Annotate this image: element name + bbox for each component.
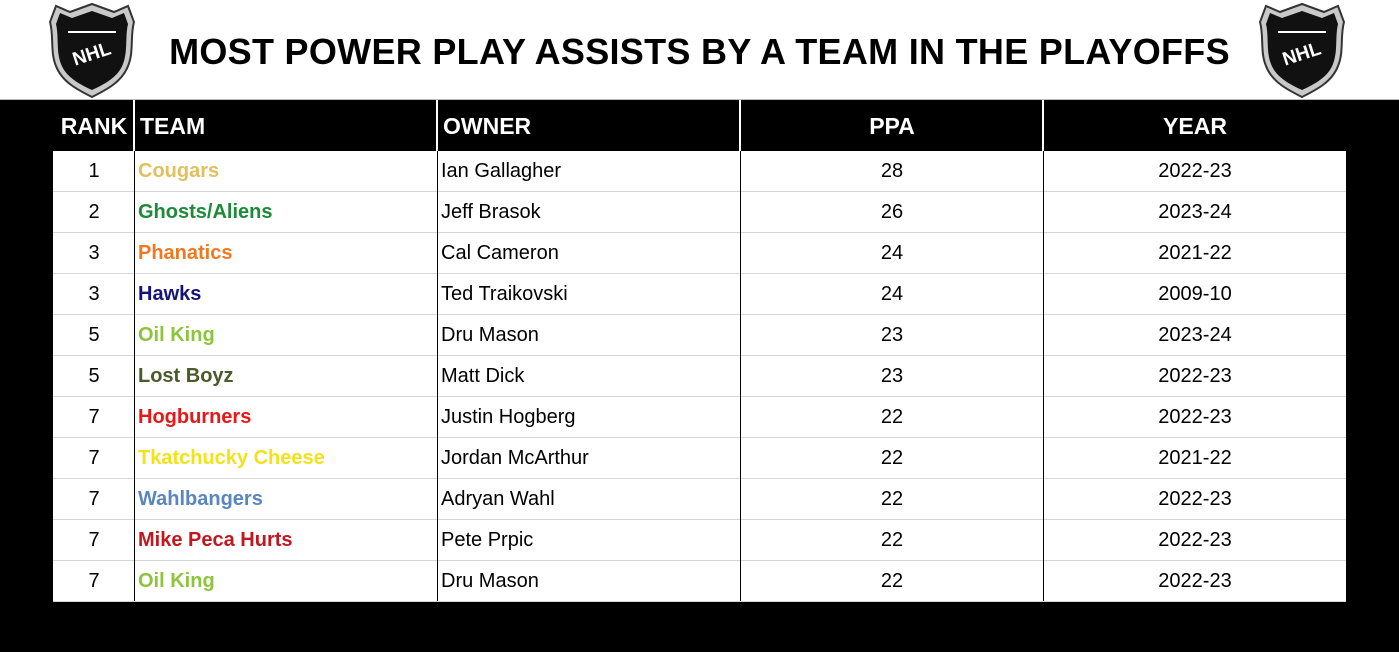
column-header-rank: RANK: [60, 113, 128, 139]
table-row: 1 Cougars Ian Gallagher 28 2022-23: [53, 151, 1346, 192]
table-row: 5 Lost Boyz Matt Dick 23 2022-23: [53, 356, 1346, 397]
owner-cell: Cal Cameron: [441, 242, 559, 264]
nhl-logo-icon: NHL: [48, 0, 136, 100]
year-cell: 2021-22: [1158, 242, 1232, 264]
column-header-year: YEAR: [1163, 113, 1227, 139]
team-cell: Oil King: [138, 324, 215, 346]
ppa-cell: 24: [880, 242, 904, 264]
ppa-cell: 22: [880, 447, 904, 469]
table-row: 7 Hogburners Justin Hogberg 22 2022-23: [53, 397, 1346, 438]
rank-cell: 5: [88, 365, 100, 387]
table-row: 5 Oil King Dru Mason 23 2023-24: [53, 315, 1346, 356]
year-cell: 2022-23: [1158, 160, 1232, 182]
team-cell: Ghosts/Aliens: [138, 201, 273, 223]
year-cell: 2022-23: [1158, 365, 1232, 387]
column-header-ppa: PPA: [869, 113, 915, 139]
team-cell: Cougars: [138, 160, 220, 182]
ppa-cell: 26: [880, 201, 904, 223]
owner-cell: Pete Prpic: [441, 529, 534, 551]
rankings-table: 7 Oil King Dru Mason 22 2022-23 7 Mike Peca Hu…: [53, 151, 1346, 602]
year-cell: 2022-23: [1158, 488, 1232, 510]
year-cell: 2023-24: [1158, 201, 1232, 223]
rank-cell: 7: [88, 488, 100, 510]
year-cell: 2021-22: [1158, 447, 1232, 469]
rank-cell: 1: [88, 160, 100, 182]
rank-cell: 7: [88, 570, 100, 592]
team-cell: Tkatchucky Cheese: [138, 447, 325, 469]
column-divider: [1043, 151, 1044, 601]
owner-cell: Ted Traikovski: [441, 283, 568, 305]
owner-cell: Justin Hogberg: [441, 406, 576, 428]
column-divider: [134, 151, 135, 601]
ppa-cell: 22: [880, 488, 904, 510]
team-cell: Hawks: [138, 283, 202, 305]
team-cell: Phanatics: [138, 242, 233, 264]
owner-cell: Dru Mason: [441, 570, 539, 592]
table-row: 2 Ghosts/Aliens Jeff Brasok 26 2023-24: [53, 192, 1346, 233]
year-cell: 2022-23: [1158, 406, 1232, 428]
column-divider: [740, 151, 741, 601]
ppa-cell: 23: [880, 324, 904, 346]
rank-cell: 7: [88, 406, 100, 428]
owner-cell: Jordan McArthur: [441, 447, 589, 469]
team-cell: Oil King: [138, 570, 215, 592]
team-cell: Mike Peca Hurts: [138, 529, 293, 551]
table-row: 7 Oil King Dru Mason 22 2022-23: [53, 561, 1346, 602]
owner-cell: Dru Mason: [441, 324, 539, 346]
table-row: 7 Mike Peca Hurts Pete Prpic 22 2022-23: [53, 520, 1346, 561]
table-row: 3 Phanatics Cal Cameron 24 2021-22: [53, 233, 1346, 274]
year-cell: 2022-23: [1158, 529, 1232, 551]
column-header-team: TEAM: [140, 113, 206, 139]
table-row: 7 Wahlbangers Adryan Wahl 22 2022-23: [53, 479, 1346, 520]
ppa-cell: 22: [880, 570, 904, 592]
rank-cell: 7: [88, 447, 100, 469]
table-row: 7 Tkatchucky Cheese Jordan McArthur 22 2021-…: [53, 438, 1346, 479]
rank-cell: 5: [88, 324, 100, 346]
team-cell: Lost Boyz: [138, 365, 234, 387]
ppa-cell: 28: [880, 160, 904, 182]
rank-cell: 7: [88, 529, 100, 551]
table-row: 3 Hawks Ted Traikovski 24 2009-10: [53, 274, 1346, 315]
nhl-logo-icon: NHL: [1258, 0, 1346, 100]
page-title: MOST POWER PLAY ASSISTS BY A TEAM IN THE…: [169, 31, 1230, 72]
team-cell: Hogburners: [138, 406, 252, 428]
year-cell: 2023-24: [1158, 324, 1232, 346]
ppa-cell: 24: [880, 283, 904, 305]
year-cell: 2009-10: [1158, 283, 1232, 305]
rank-cell: 3: [88, 283, 100, 305]
ppa-cell: 22: [880, 529, 904, 551]
ppa-cell: 23: [880, 365, 904, 387]
owner-cell: Matt Dick: [441, 365, 525, 387]
rank-cell: 2: [88, 201, 100, 223]
year-cell: 2022-23: [1158, 570, 1232, 592]
owner-cell: Ian Gallagher: [441, 160, 562, 182]
owner-cell: Adryan Wahl: [441, 488, 555, 510]
rank-cell: 3: [88, 242, 100, 264]
owner-cell: Jeff Brasok: [441, 201, 541, 223]
header-banner: NHL MOST POWER PLAY ASSISTS BY A TEAM IN…: [0, 0, 1399, 100]
ppa-cell: 22: [880, 406, 904, 428]
column-divider: [437, 151, 438, 601]
column-header-owner: OWNER: [443, 113, 532, 139]
team-cell: Wahlbangers: [138, 488, 263, 510]
